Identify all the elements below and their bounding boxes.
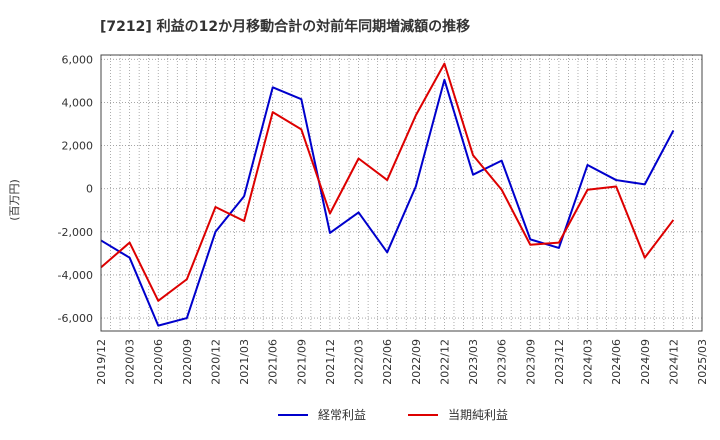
y-tick-label: -6,000 bbox=[58, 312, 93, 325]
x-tick-label: 2024/03 bbox=[582, 339, 595, 385]
y-tick-label: 0 bbox=[86, 183, 93, 196]
y-tick-label: -4,000 bbox=[58, 269, 93, 282]
x-tick-label: 2022/09 bbox=[410, 339, 423, 385]
y-axis-label: (百万円) bbox=[8, 179, 21, 221]
x-tick-label: 2023/09 bbox=[524, 339, 537, 385]
x-tick-label: 2022/12 bbox=[438, 339, 451, 385]
series-line-1 bbox=[100, 78, 675, 327]
legend-label-2: 当期純利益 bbox=[448, 408, 508, 422]
x-tick-label: 2021/12 bbox=[324, 339, 337, 385]
x-tick-label: 2020/03 bbox=[124, 339, 137, 385]
x-tick-label: 2024/09 bbox=[639, 339, 652, 385]
plot-frame bbox=[100, 54, 703, 332]
grid bbox=[100, 55, 703, 331]
x-tick-label: 2021/09 bbox=[295, 339, 308, 385]
legend-label-1: 経常利益 bbox=[318, 408, 366, 422]
legend: 経常利益 当期純利益 bbox=[278, 408, 508, 422]
x-tick-label: 2024/12 bbox=[667, 339, 680, 385]
y-tick-label: 2,000 bbox=[62, 140, 94, 153]
x-tick-label: 2023/03 bbox=[467, 339, 480, 385]
x-tick-label: 2020/09 bbox=[181, 339, 194, 385]
x-tick-label: 2019/12 bbox=[95, 339, 108, 385]
x-tick-label: 2023/12 bbox=[553, 339, 566, 385]
x-tick-label: 2024/06 bbox=[610, 339, 623, 385]
series-line-2 bbox=[100, 62, 675, 302]
x-tick-label: 2023/06 bbox=[496, 339, 509, 385]
chart-title: [7212] 利益の12か月移動合計の対前年同期増減額の推移 bbox=[100, 18, 470, 35]
series bbox=[100, 62, 675, 327]
x-ticks: 2019/12 2020/03 2020/06 2020/09 2020/12 2021/… bbox=[95, 339, 709, 385]
x-tick-label: 2020/06 bbox=[152, 339, 165, 385]
y-ticks: 6,000 4,000 2,000 0 -2,000 -4,000 -6,000 bbox=[58, 53, 93, 325]
y-tick-label: -2,000 bbox=[58, 226, 93, 239]
x-tick-label: 2025/03 bbox=[696, 339, 709, 385]
x-tick-label: 2021/03 bbox=[238, 339, 251, 385]
x-tick-label: 2022/06 bbox=[381, 339, 394, 385]
x-tick-label: 2020/12 bbox=[209, 339, 222, 385]
y-tick-label: 6,000 bbox=[62, 53, 94, 66]
y-tick-label: 4,000 bbox=[62, 96, 94, 109]
x-tick-label: 2022/03 bbox=[353, 339, 366, 385]
x-tick-label: 2021/06 bbox=[267, 339, 280, 385]
